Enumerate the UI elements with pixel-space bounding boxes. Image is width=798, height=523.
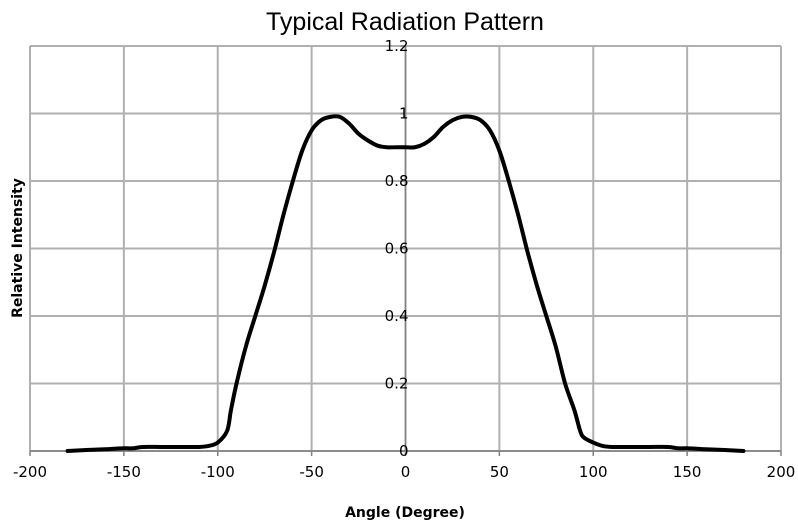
y-tick-label: 0.6 — [385, 240, 409, 258]
x-tick-label: 50 — [490, 463, 509, 481]
x-tick-label: -200 — [13, 463, 47, 481]
axes — [29, 45, 782, 456]
y-tick-label: 0 — [399, 442, 409, 460]
x-tick-label: -50 — [299, 463, 324, 481]
x-tick-label: -100 — [201, 463, 235, 481]
data-series — [65, 114, 746, 453]
y-tick-label: 0.8 — [385, 172, 409, 190]
x-tick-label: 150 — [673, 463, 702, 481]
series-line — [65, 114, 746, 453]
y-axis-title: Relative Intensity — [10, 178, 26, 318]
x-tick-label: 200 — [767, 463, 796, 481]
y-tick-label: 0.4 — [385, 307, 409, 325]
y-tick-label: 1 — [399, 105, 409, 123]
x-tick-label: 0 — [401, 463, 411, 481]
x-tick-label: -150 — [107, 463, 141, 481]
y-tick-label: 0.2 — [385, 375, 409, 393]
x-axis-title: Angle (Degree) — [345, 505, 465, 521]
x-tick-label: 100 — [579, 463, 608, 481]
tick-labels: -200 -150 -100 -50 0 50 100 150 200 0 0.2 0.4 0.6 0.8… — [13, 37, 795, 481]
chart-title: Typical Radiation Pattern — [266, 8, 544, 36]
y-tick-label: 1.2 — [385, 37, 409, 55]
